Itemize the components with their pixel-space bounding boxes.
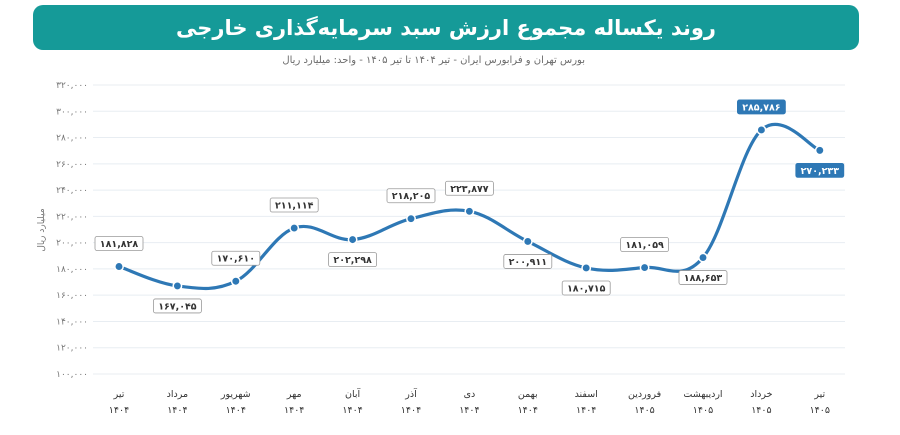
data-label: ۲۲۳,۸۷۷: [450, 184, 489, 195]
data-point: [581, 263, 592, 273]
x-tick-month: بهمن: [518, 389, 538, 400]
x-tick-year: ۱۴۰۴: [167, 405, 187, 416]
data-label: ۱۸۱,۰۵۹: [625, 240, 664, 251]
data-label: ۱۶۷,۰۴۵: [158, 301, 197, 312]
x-tick-month: اسفند: [575, 389, 598, 400]
data-label-box: [211, 250, 261, 266]
x-tick-year: ۱۴۰۵: [693, 405, 713, 416]
data-label: ۲۸۵,۷۸۶: [742, 102, 780, 113]
data-point: [639, 262, 650, 273]
data-label-box: [737, 99, 786, 115]
x-tick-month: خرداد: [750, 389, 772, 400]
data-label: ۲۰۲,۲۹۸: [333, 255, 372, 266]
x-tick-year: ۱۴۰۴: [342, 405, 362, 416]
x-tick-month: مهر: [286, 389, 302, 400]
data-point: [698, 252, 708, 263]
data-label-box: [795, 162, 845, 178]
data-label: ۲۰۰,۹۱۱: [509, 257, 547, 268]
y-tick-label: ۲۴۰,۰۰۰: [56, 186, 88, 196]
x-tick-year: ۱۴۰۴: [226, 405, 246, 416]
x-tick-month: آبان: [345, 387, 361, 400]
x-tick-year: ۱۴۰۴: [518, 405, 538, 416]
y-tick-label: ۱۴۰,۰۰۰: [56, 317, 88, 327]
x-tick-year: ۱۴۰۵: [751, 405, 771, 416]
y-axis-label: میلیارد ریال: [37, 208, 47, 252]
x-tick-month: دی: [464, 389, 476, 400]
x-tick-month: اردیبهشت: [683, 389, 722, 400]
data-label-box: [503, 254, 553, 269]
data-label-box: [444, 180, 494, 196]
data-point: [172, 280, 183, 291]
data-label-box: [94, 236, 144, 251]
x-tick-month: شهریور: [220, 389, 251, 400]
data-point: [522, 236, 533, 247]
x-tick-month: مرداد: [167, 389, 188, 400]
data-point: [464, 206, 475, 217]
y-tick-label: ۲۶۰,۰۰۰: [56, 160, 88, 170]
data-label-box: [386, 188, 436, 204]
x-tick-year: ۱۴۰۴: [109, 405, 129, 416]
data-label: ۱۸۱,۸۲۸: [100, 239, 139, 250]
chart-title: روند یکساله مجموع ارزش سبد سرمایه‌گذاری …: [175, 15, 717, 40]
y-tick-label: ۱۰۰,۰۰۰: [56, 370, 88, 380]
chart-subtitle: بورس تهران و فرابورس ایران - تیر ۱۴۰۴ تا…: [282, 55, 585, 66]
x-tick-year: ۱۴۰۴: [459, 405, 479, 416]
x-tick-month: فروردین: [628, 389, 661, 400]
data-label: ۲۱۱,۱۱۴: [275, 201, 314, 212]
data-label: ۱۸۸,۶۵۳: [684, 273, 723, 284]
data-label-box: [561, 280, 611, 296]
y-tick-label: ۲۸۰,۰۰۰: [56, 134, 88, 144]
y-tick-label: ۲۰۰,۰۰۰: [56, 239, 88, 249]
x-tick-year: ۱۴۰۴: [576, 405, 596, 416]
y-tick-label: ۱۸۰,۰۰۰: [56, 265, 88, 275]
x-tick-year: ۱۴۰۵: [810, 405, 830, 416]
data-label: ۲۱۸,۲۰۵: [392, 191, 431, 202]
data-point: [406, 213, 416, 224]
x-tick-year: ۱۴۰۴: [401, 405, 421, 416]
data-label-box: [620, 237, 669, 252]
data-point: [814, 145, 825, 156]
y-tick-label: ۳۰۰,۰۰۰: [56, 107, 88, 117]
chart-title-bar: روند یکساله مجموع ارزش سبد سرمایه‌گذاری …: [33, 5, 859, 50]
x-tick-month: آذر: [404, 387, 417, 400]
data-point: [289, 223, 300, 233]
y-tick-label: ۳۲۰,۰۰۰: [56, 81, 88, 91]
data-label-box: [328, 252, 378, 268]
data-label-box: [269, 197, 319, 213]
data-label: ۱۸۰,۷۱۵: [567, 283, 606, 294]
data-point: [114, 261, 124, 272]
x-tick-month: تیر: [813, 389, 825, 400]
series-line: [117, 122, 822, 291]
data-point: [230, 276, 241, 287]
x-tick-month: تیر: [113, 389, 125, 400]
data-point: [347, 234, 358, 245]
data-label: ۲۷۰,۲۳۳: [801, 166, 840, 177]
data-label-box: [678, 270, 728, 285]
x-tick-year: ۱۴۰۵: [634, 405, 654, 416]
y-tick-label: ۱۲۰,۰۰۰: [56, 344, 88, 354]
data-label: ۱۷۰,۶۱۰: [217, 254, 255, 265]
y-tick-label: ۲۲۰,۰۰۰: [56, 212, 88, 222]
y-tick-label: ۱۶۰,۰۰۰: [56, 291, 88, 301]
data-point: [756, 124, 767, 135]
data-label-box: [152, 298, 202, 314]
x-tick-year: ۱۴۰۴: [284, 405, 304, 416]
